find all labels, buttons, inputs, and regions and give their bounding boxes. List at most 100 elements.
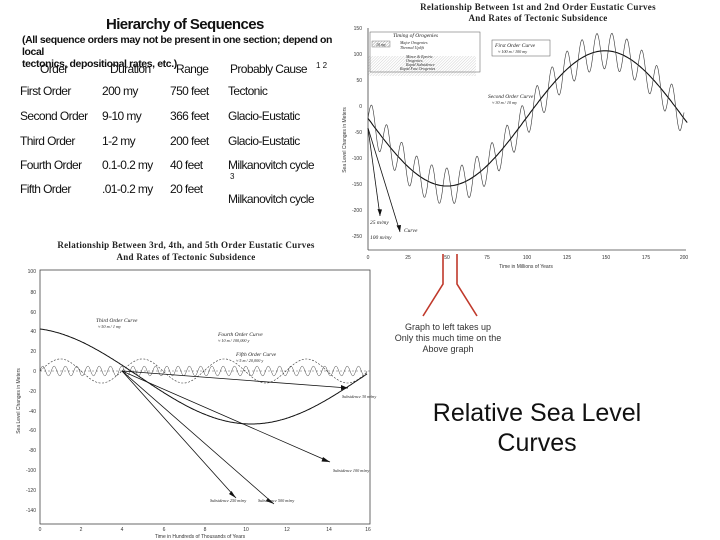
y-tick-label: -60 xyxy=(29,428,36,434)
x-tick-label: 75 xyxy=(484,255,490,261)
x-tick-label: 8 xyxy=(204,527,207,533)
x-tick-label: 100 xyxy=(523,255,532,261)
y-tick-label: 80 xyxy=(30,290,36,296)
bracket-line-right xyxy=(456,254,478,317)
x-tick-label: 150 xyxy=(602,255,611,261)
row-duration: 200 my xyxy=(102,84,138,98)
y-tick-label: 0 xyxy=(359,104,362,110)
top-y-ticks: 150 100 50 0 -50 -100 -150 -200 -250 xyxy=(352,26,362,240)
hierarchy-note-line: tectonics, depositional rates, etc.) xyxy=(22,58,177,70)
bottom-plot-frame xyxy=(39,269,371,525)
subsidence-arrow xyxy=(121,370,349,389)
annotation-line: Above graph xyxy=(422,344,474,354)
y-tick-label: 60 xyxy=(30,310,36,316)
y-tick-label: 100 xyxy=(354,52,363,58)
y-tick-label: 50 xyxy=(356,78,362,84)
orogeny-hatch-band xyxy=(368,56,476,76)
x-tick-label: 10 xyxy=(243,527,249,533)
row-range: 750 feet xyxy=(170,84,209,98)
y-tick-label: -200 xyxy=(352,208,362,214)
y-tick-label: -150 xyxy=(352,182,362,188)
subsidence-arrow xyxy=(367,127,381,217)
first-order-sub: ≈ 100 m / 100 my xyxy=(498,49,527,54)
fifth-order-sub: ≈ 5 m / 20,000 y xyxy=(236,358,263,364)
third-order-curve xyxy=(39,328,368,425)
x-tick-label: 200 xyxy=(680,255,689,261)
annotation-line: Graph to left takes up xyxy=(404,322,492,332)
row-order: Fifth Order xyxy=(20,182,71,196)
fourth-order-label: Fourth Order Curve xyxy=(217,332,263,338)
y-tick-label: 100 xyxy=(28,269,37,275)
x-tick-label: 16 xyxy=(365,527,371,533)
row-order: Second Order xyxy=(20,109,88,123)
row-duration: 0.1-0.2 my xyxy=(102,158,153,172)
row-duration: 9-10 my xyxy=(102,109,142,123)
x-tick-label: 4 xyxy=(121,527,124,533)
slide-title-line: Curves xyxy=(497,429,577,457)
col-header-order: Order xyxy=(40,62,68,76)
y-tick-label: 20 xyxy=(30,349,36,355)
top-y-axis-label: Sea Level Changes in Meters xyxy=(342,107,348,173)
hierarchy-title: Hierarchy of Sequences xyxy=(106,16,264,33)
y-tick-label: -40 xyxy=(29,409,36,415)
top-chart-title: And Rates of Tectonic Subsidence xyxy=(468,13,607,23)
row-order: Fourth Order xyxy=(20,158,82,172)
time-bracket-annotation xyxy=(422,254,478,317)
row-cause: Tectonic xyxy=(228,84,268,98)
row-cause: Milkanovitch cycle xyxy=(228,192,315,206)
top-x-ticks: 0 25 50 75 100 125 150 175 200 xyxy=(367,255,689,261)
bottom-x-axis-label: Time in Hundreds of Thousands of Years xyxy=(155,534,246,540)
arrow-head xyxy=(377,209,382,216)
rate-label: Subsidence 100 m/my xyxy=(333,468,369,473)
legend-swatch xyxy=(371,40,391,48)
row-cause: Milkanovitch cycle xyxy=(228,158,315,172)
fourth-order-sub: ≈ 10 m / 100,000 y xyxy=(218,338,250,344)
y-tick-label: -120 xyxy=(26,488,36,494)
second-order-label: Second Order Curve xyxy=(488,94,534,100)
row-order: Third Order xyxy=(20,134,75,148)
hierarchy-note: (All sequence orders may not be present … xyxy=(22,34,342,70)
x-tick-label: 2 xyxy=(80,527,83,533)
y-tick-label: 40 xyxy=(30,329,36,335)
fifth-order-label: Fifth Order Curve xyxy=(235,351,277,358)
subsidence-arrow xyxy=(367,127,401,233)
hierarchy-table: Hierarchy of Sequences (All sequence ord… xyxy=(14,12,344,222)
third-order-sub: ≈ 50 m / 1 my xyxy=(98,324,121,329)
col-header-range: Range xyxy=(176,62,209,76)
y-tick-label: -100 xyxy=(26,468,36,474)
arrow-head xyxy=(396,225,401,232)
legend-item: 10 my xyxy=(376,42,386,47)
bottom-chart-title: And Rates of Tectonic Subsidence xyxy=(116,252,255,262)
row-range: 40 feet xyxy=(170,158,203,172)
y-tick-label: -50 xyxy=(355,130,362,136)
subsidence-arrow xyxy=(121,370,275,505)
x-tick-label: 50 xyxy=(444,255,450,261)
x-tick-label: 25 xyxy=(405,255,411,261)
bottom-chart-title: Relationship Between 3rd, 4th, and 5th O… xyxy=(57,240,315,250)
rate-label: Subsidence 30 m/my xyxy=(342,394,376,399)
row-duration: .01-0.2 my xyxy=(102,182,153,196)
second-order-sub: ≈ 30 m / 10 my xyxy=(492,100,517,105)
x-tick-label: 6 xyxy=(163,527,166,533)
x-tick-label: 0 xyxy=(39,527,42,533)
subsidence-arrow xyxy=(121,370,331,463)
row-range: 200 feet xyxy=(170,134,209,148)
row-order: First Order xyxy=(20,84,71,98)
rate-label: Subsidence 500 m/my xyxy=(258,498,294,503)
rate-label: 100 m/my xyxy=(370,235,392,241)
slide-title-line: Relative Sea Level xyxy=(432,399,642,427)
first-order-curve xyxy=(367,50,688,187)
fifth-order-curve xyxy=(39,365,368,377)
row-range: 366 feet xyxy=(170,109,209,123)
rate-label: Subsidence 250 m/my xyxy=(210,498,246,503)
slide-title: Relative Sea Level Curves xyxy=(410,398,664,458)
bracket-line-left xyxy=(422,254,444,317)
y-tick-label: -20 xyxy=(29,389,36,395)
subsidence-arrow xyxy=(121,370,237,499)
row-range: 20 feet xyxy=(170,182,203,196)
x-tick-label: 14 xyxy=(326,527,332,533)
x-tick-label: 0 xyxy=(367,255,370,261)
y-tick-label: 150 xyxy=(354,26,363,32)
second-order-curve xyxy=(367,32,685,204)
y-tick-label: -140 xyxy=(26,508,36,514)
